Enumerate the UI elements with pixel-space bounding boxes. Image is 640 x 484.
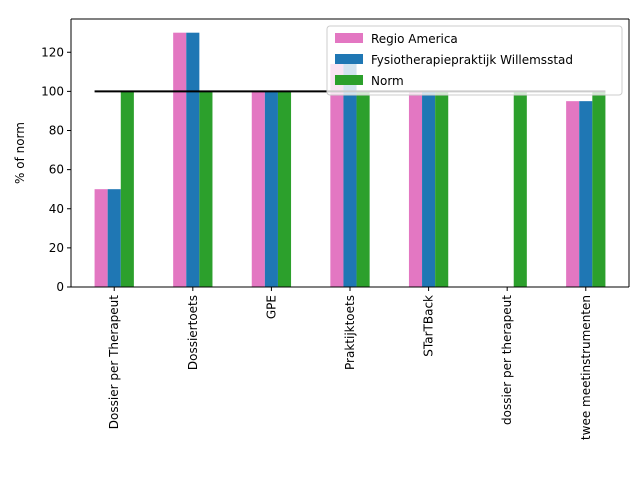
bar-1-6: [579, 101, 592, 287]
bar-1-3: [343, 64, 356, 287]
bar-1-0: [108, 189, 121, 287]
legend-swatch: [335, 54, 363, 64]
y-tick-label: 60: [49, 163, 64, 177]
legend-swatch: [335, 75, 363, 85]
bar-0-0: [95, 189, 108, 287]
x-tick-label: GPE: [264, 295, 278, 319]
legend-swatch: [335, 33, 363, 43]
x-tick-label: twee meetinstrumenten: [579, 295, 593, 440]
x-tick-label: Dossiertoets: [186, 295, 200, 370]
bar-0-6: [566, 101, 579, 287]
bar-0-1: [173, 33, 186, 287]
bar-2-3: [357, 91, 370, 287]
y-tick-label: 0: [56, 280, 64, 294]
legend-label: Regio America: [371, 32, 458, 46]
bar-0-3: [330, 64, 343, 287]
bar-2-1: [199, 91, 212, 287]
legend-label: Norm: [371, 74, 404, 88]
x-tick-label: Praktijktoets: [343, 295, 357, 370]
legend: Regio America Fysiotherapiepraktijk Wille…: [327, 26, 622, 95]
bar-2-4: [435, 91, 448, 287]
bar-2-6: [592, 91, 605, 287]
y-tick-label: 20: [49, 241, 64, 255]
y-tick-label: 100: [41, 84, 64, 98]
bar-2-2: [278, 91, 291, 287]
y-tick-label: 40: [49, 202, 64, 216]
bar-1-1: [186, 33, 199, 287]
y-tick-label: 80: [49, 124, 64, 138]
y-axis-label: % of norm: [13, 122, 27, 184]
x-tick-label: STarTBack: [422, 295, 436, 357]
bar-1-2: [265, 91, 278, 287]
bar-1-4: [422, 91, 435, 287]
bar-0-4: [409, 91, 422, 287]
y-tick-label: 120: [41, 45, 64, 59]
bar-0-2: [252, 91, 265, 287]
bar-2-5: [514, 91, 527, 287]
x-tick-label: dossier per therapeut: [500, 295, 514, 425]
bar-2-0: [121, 91, 134, 287]
legend-label: Fysiotherapiepraktijk Willemsstad: [371, 53, 573, 67]
x-tick-label: Dossier per Therapeut: [107, 295, 121, 430]
